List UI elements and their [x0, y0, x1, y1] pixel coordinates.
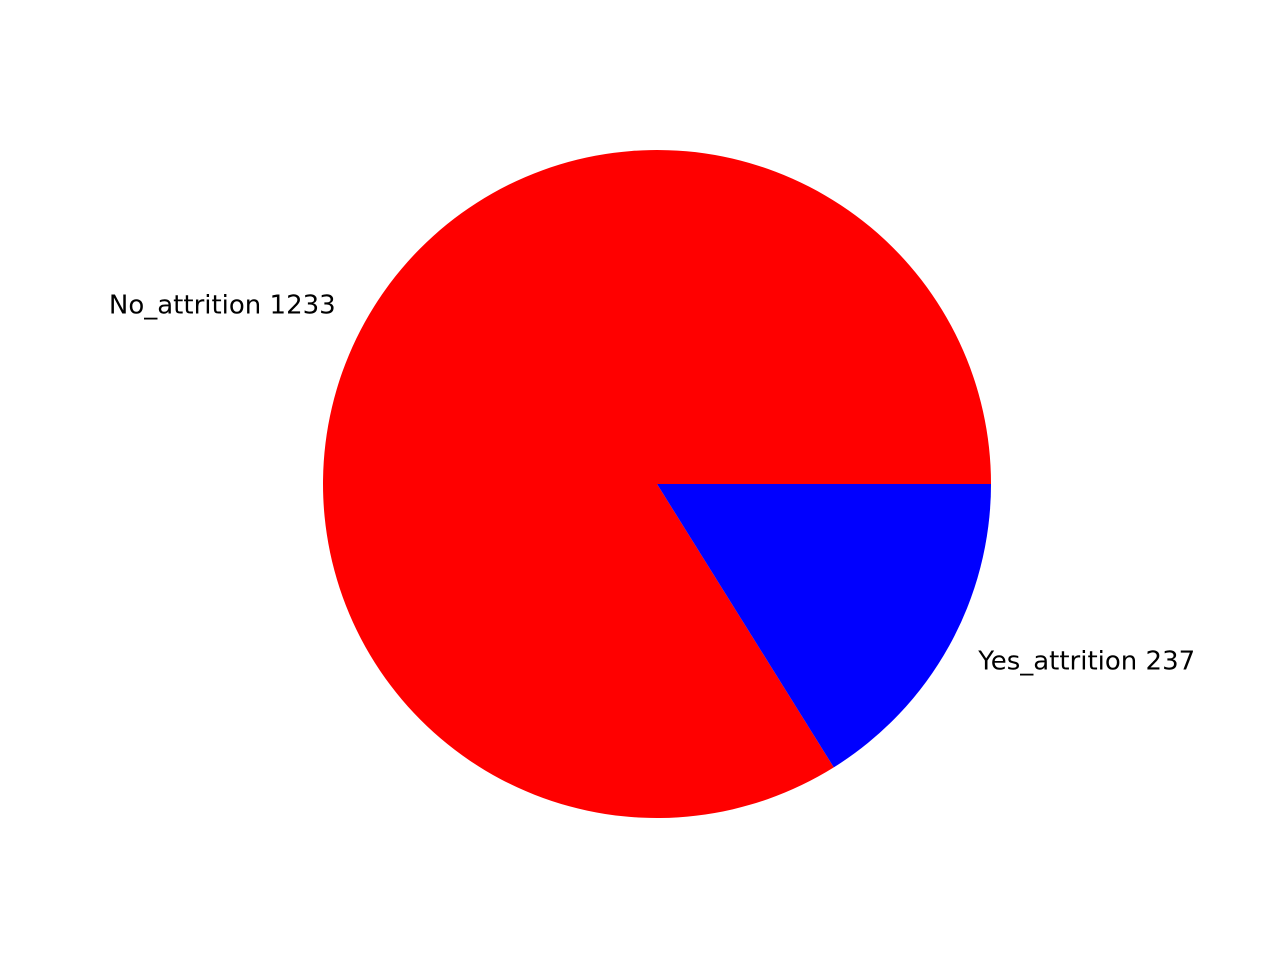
pie-slices: [323, 150, 991, 819]
pie-slice-1: [323, 150, 991, 819]
pie-labels: No_attrition 1233 Yes_attrition 237: [109, 290, 1195, 676]
pie-slice-2: [657, 484, 991, 768]
pie-slice-label-1: No_attrition 1233: [109, 290, 336, 320]
pie-slice-label-2: Yes_attrition 237: [977, 647, 1195, 677]
